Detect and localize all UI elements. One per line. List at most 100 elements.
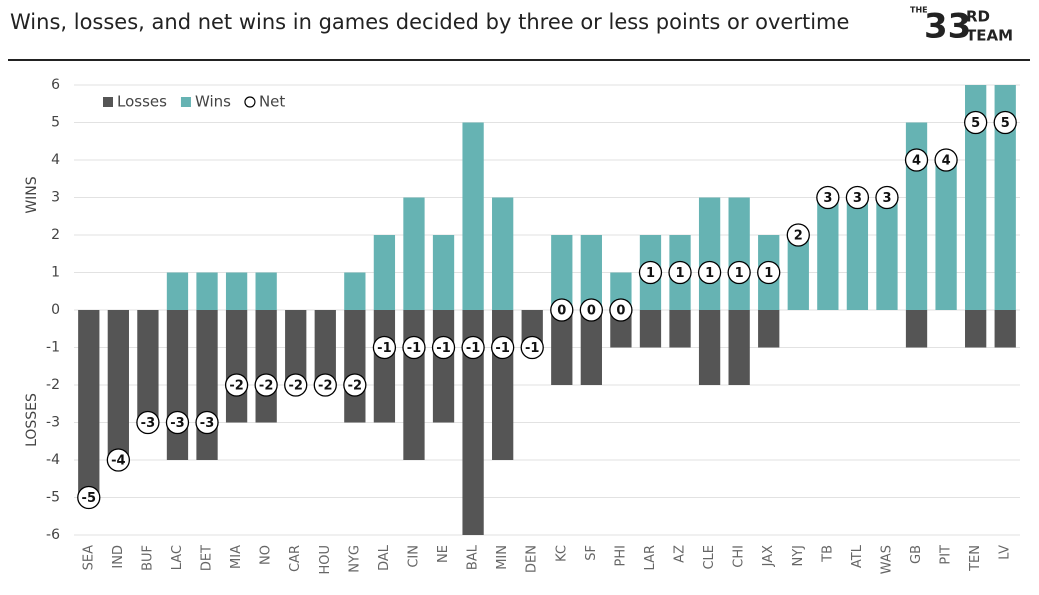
net-label: -1 [525,341,539,356]
x-tick-label: MIN [495,545,510,570]
net-label: 3 [853,191,862,206]
net-label: -5 [82,491,96,506]
net-label: -2 [318,379,332,394]
net-marker [638,260,663,285]
legend-label: Net [259,93,285,111]
bar [166,310,189,460]
x-tick-label: SEA [81,545,96,570]
net-marker [491,335,515,360]
bar [817,197,839,310]
net-marker [77,485,101,510]
net-marker [786,223,810,247]
bar [965,310,987,348]
x-tick-label: WAS [879,545,894,574]
bar [787,235,809,310]
y-axis-title-bottom: LOSSES [24,393,40,447]
net-marker [372,335,397,360]
bar [255,310,277,423]
bar [994,310,1016,348]
net-marker [934,148,958,172]
x-tick-label: GB [909,545,924,564]
net-marker [816,185,840,210]
net-label: -3 [170,416,184,431]
legend-label: Losses [117,93,167,111]
logo-suffix: RD [966,8,990,26]
y-tick-label: -1 [46,340,60,356]
x-tick-label: LAC [170,545,185,570]
net-marker [431,335,456,360]
net-marker [136,410,160,435]
bar [314,310,336,385]
x-tick-label: AZ [673,545,688,563]
net-label: 0 [587,304,596,319]
bar [166,272,189,310]
net-marker [697,260,722,285]
bar [669,310,691,348]
net-marker [195,410,219,435]
bar [698,197,721,310]
x-tick-label: IND [111,545,126,569]
y-tick-label: 2 [51,227,60,243]
net-marker [550,298,574,322]
legend-swatch [244,96,256,108]
net-label: -3 [141,416,155,431]
bar [107,310,129,460]
bar [137,310,159,423]
net-marker [254,373,278,397]
net-marker [313,373,337,397]
bar [758,310,780,348]
logo: THE 33 RD TEAM [910,6,1013,47]
bar [905,310,928,348]
chart-title: Wins, losses, and net wins in games deci… [10,10,849,34]
x-tick-label: DET [200,545,215,571]
bar [196,272,218,310]
bar [462,310,484,535]
y-axis-title-top: WINS [24,176,40,213]
y-tick-label: 6 [51,77,60,93]
logo-bottom: TEAM [966,27,1013,45]
net-marker [845,185,870,210]
net-label: -4 [111,454,125,469]
net-label: 4 [942,154,951,169]
net-marker [520,335,544,360]
net-label: -1 [495,341,509,356]
net-label: 1 [735,266,744,281]
bar [225,310,248,423]
net-marker [402,335,426,360]
x-tick-label: LV [998,545,1013,560]
bar [698,310,721,385]
x-tick-label: PIT [939,545,954,565]
bar [285,310,307,385]
net-label: 1 [764,266,773,281]
net-label: 2 [794,229,803,244]
x-tick-label: DAL [377,544,392,571]
net-label: -1 [377,341,391,356]
net-marker [727,260,751,285]
net-marker [461,335,485,360]
net-label: -2 [348,379,362,394]
net-label: -1 [466,341,480,356]
bar [551,235,573,310]
bar [639,310,662,348]
net-marker [904,148,929,172]
x-tick-label: CAR [288,545,303,572]
x-tick-label: SF [584,545,599,561]
bar [432,235,455,310]
bar [965,85,987,310]
bar [846,197,869,310]
net-label: 1 [705,266,714,281]
net-label: 3 [823,191,832,206]
legend-swatch [103,97,113,107]
bar [876,197,898,310]
net-label: -1 [407,341,421,356]
net-marker [757,260,781,285]
y-tick-label: -5 [46,490,60,506]
bar [935,160,957,310]
x-tick-label: NYJ [791,545,806,567]
bar [403,197,425,310]
bar [225,272,248,310]
bar [78,310,100,498]
bar [403,310,425,460]
bar [580,235,602,310]
net-label: 5 [971,116,980,131]
